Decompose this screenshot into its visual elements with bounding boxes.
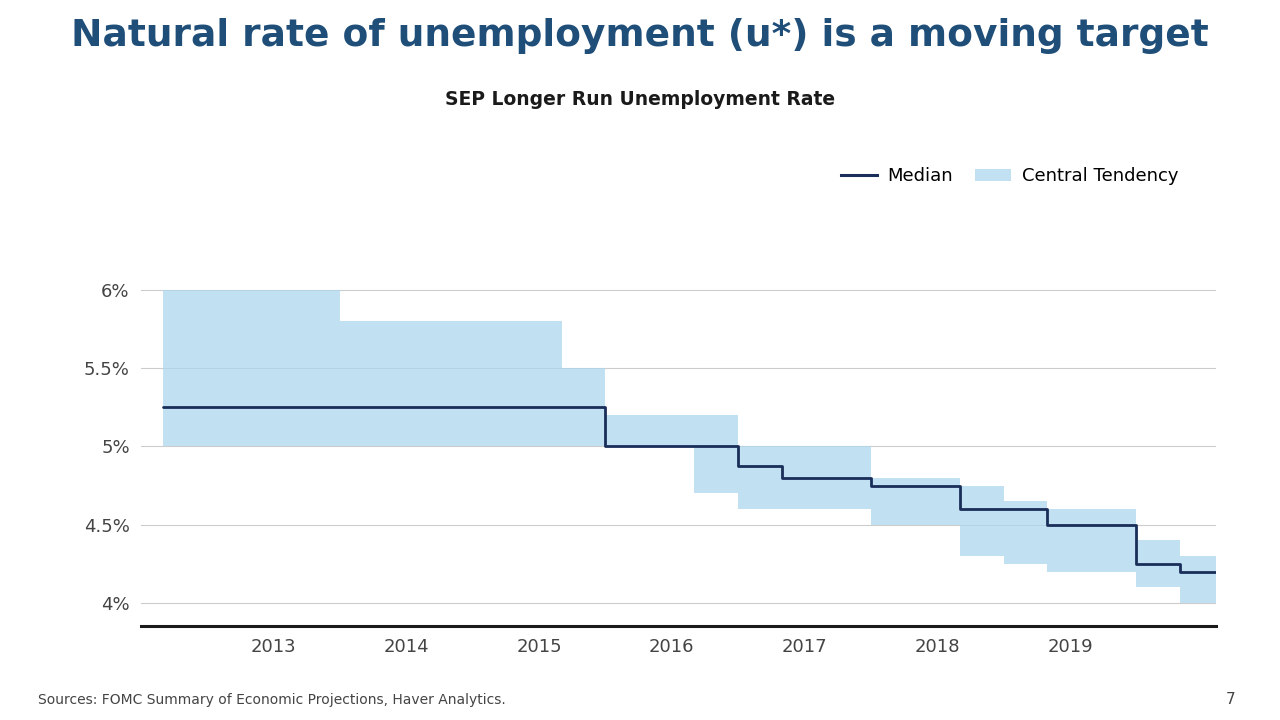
Text: 7: 7: [1225, 692, 1235, 707]
Legend: Median, Central Tendency: Median, Central Tendency: [833, 161, 1185, 193]
Text: Natural rate of unemployment (u*) is a moving target: Natural rate of unemployment (u*) is a m…: [72, 18, 1208, 54]
Text: SEP Longer Run Unemployment Rate: SEP Longer Run Unemployment Rate: [445, 90, 835, 109]
Text: Sources: FOMC Summary of Economic Projections, Haver Analytics.: Sources: FOMC Summary of Economic Projec…: [38, 693, 506, 707]
